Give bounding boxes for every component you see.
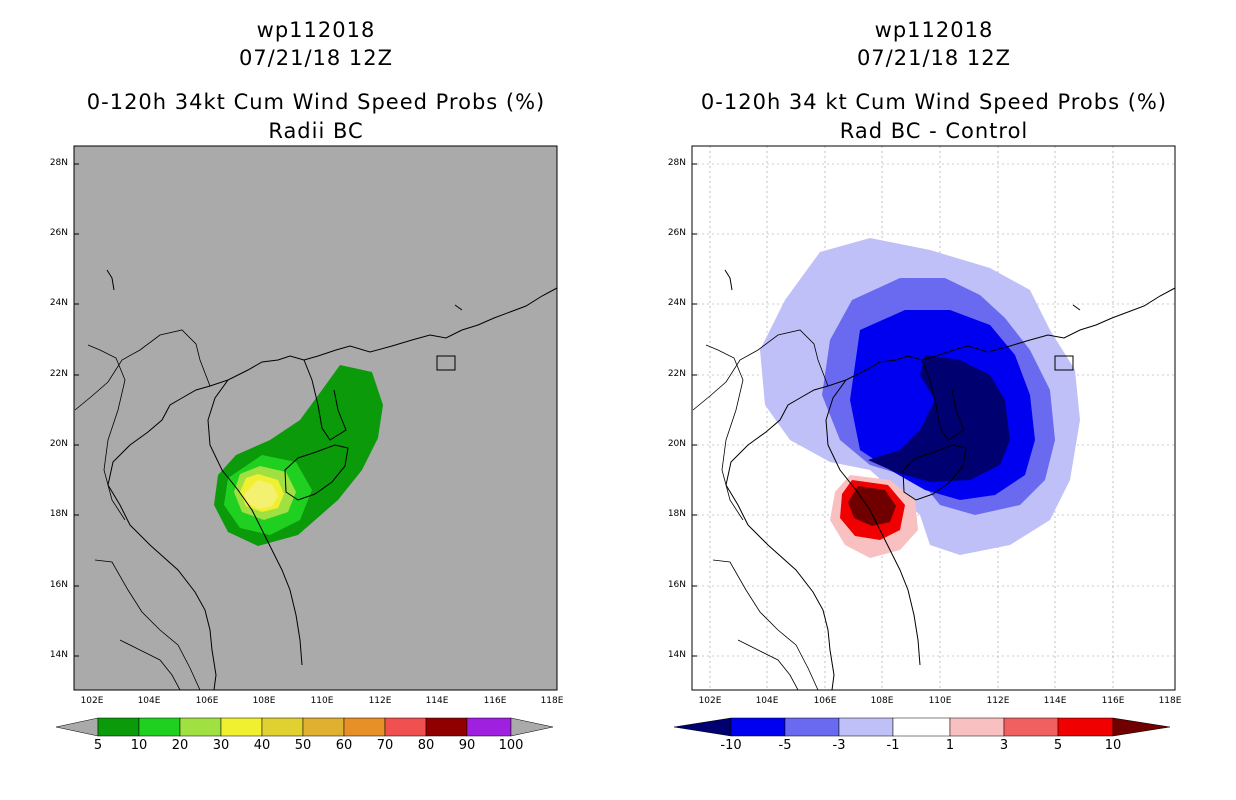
- lat-label: 22N: [49, 369, 68, 379]
- right-colorbar-label: -5: [778, 738, 792, 753]
- left-colorbar-label: 60: [335, 738, 353, 753]
- right-colorbar-swatch: [949, 717, 1005, 737]
- lat-label: 26N: [667, 228, 686, 238]
- left-colorbar-label: 30: [212, 738, 230, 753]
- left-title-storm-id: wp112018: [256, 18, 376, 42]
- lat-label: 16N: [667, 580, 686, 590]
- left-colorbar-swatch: [425, 717, 468, 737]
- lat-label: 14N: [49, 650, 68, 660]
- left-map-panel: [73, 145, 558, 691]
- lon-label: 110E: [928, 696, 952, 706]
- left-colorbar-label: 10: [130, 738, 148, 753]
- right-title-storm-id: wp112018: [874, 18, 994, 42]
- right-title-date: 07/21/18 12Z: [856, 46, 1012, 70]
- lon-label: 116E: [483, 696, 507, 706]
- left-colorbar-high-arrow: [510, 717, 554, 737]
- right-colorbar-label: 1: [945, 738, 955, 753]
- right-colorbar: [673, 717, 1171, 737]
- left-title-product: 0-120h 34kt Cum Wind Speed Probs (%): [86, 90, 546, 114]
- left-colorbar-swatch: [97, 717, 140, 737]
- left-colorbar-swatch: [220, 717, 263, 737]
- left-title-date: 07/21/18 12Z: [238, 46, 394, 70]
- lat-label: 22N: [667, 369, 686, 379]
- lat-label: 24N: [49, 298, 68, 308]
- left-colorbar-label: 40: [253, 738, 271, 753]
- left-colorbar-low-arrow: [55, 717, 99, 737]
- right-colorbar-label: 5: [1053, 738, 1063, 753]
- lat-label: 18N: [49, 509, 68, 519]
- right-title-subtitle: Rad BC - Control: [839, 119, 1029, 143]
- right-colorbar-label: -3: [832, 738, 846, 753]
- left-colorbar-label: 5: [93, 738, 103, 753]
- right-colorbar-swatch: [784, 717, 840, 737]
- lat-label: 28N: [49, 158, 68, 168]
- right-colorbar-low-arrow: [673, 717, 732, 737]
- left-title-subtitle: Radii BC: [268, 119, 364, 143]
- lon-label: 114E: [425, 696, 449, 706]
- right-colorbar-high-arrow: [1112, 717, 1171, 737]
- lon-label: 112E: [368, 696, 392, 706]
- lon-label: 106E: [813, 696, 837, 706]
- left-colorbar: [55, 717, 554, 737]
- lon-label: 118E: [540, 696, 564, 706]
- lon-label: 110E: [310, 696, 334, 706]
- left-colorbar-swatch: [343, 717, 386, 737]
- left-colorbar-swatch: [466, 717, 512, 737]
- left-colorbar-swatch: [302, 717, 345, 737]
- lat-label: 16N: [49, 580, 68, 590]
- prob-contour-40: [244, 480, 278, 509]
- lon-label: 108E: [252, 696, 276, 706]
- lon-label: 102E: [698, 696, 722, 706]
- left-colorbar-label: 100: [498, 738, 524, 753]
- right-colorbar-label: -1: [886, 738, 900, 753]
- right-colorbar-swatch: [1057, 717, 1114, 737]
- left-colorbar-swatch: [261, 717, 304, 737]
- lon-label: 114E: [1043, 696, 1067, 706]
- left-colorbar-label: 70: [376, 738, 394, 753]
- right-colorbar-swatch: [892, 717, 951, 737]
- lon-label: 102E: [80, 696, 104, 706]
- left-colorbar-label: 20: [171, 738, 189, 753]
- lat-label: 28N: [667, 158, 686, 168]
- lat-label: 26N: [49, 228, 68, 238]
- right-map-panel: [691, 145, 1176, 691]
- lon-label: 104E: [755, 696, 779, 706]
- left-colorbar-label: 80: [417, 738, 435, 753]
- right-colorbar-label: -10: [720, 738, 742, 753]
- lat-label: 20N: [667, 439, 686, 449]
- left-colorbar-label: 90: [458, 738, 476, 753]
- left-colorbar-swatch: [138, 717, 181, 737]
- lat-label: 18N: [667, 509, 686, 519]
- right-colorbar-label: 10: [1104, 738, 1122, 753]
- right-colorbar-swatch: [730, 717, 786, 737]
- right-colorbar-swatch: [1003, 717, 1059, 737]
- right-title-product: 0-120h 34 kt Cum Wind Speed Probs (%): [700, 90, 1168, 114]
- lon-label: 118E: [1158, 696, 1182, 706]
- lat-label: 24N: [667, 298, 686, 308]
- lon-label: 116E: [1101, 696, 1125, 706]
- right-colorbar-swatch: [838, 717, 894, 737]
- lon-label: 108E: [870, 696, 894, 706]
- left-colorbar-swatch: [179, 717, 222, 737]
- lon-label: 112E: [986, 696, 1010, 706]
- left-colorbar-label: 50: [294, 738, 312, 753]
- left-colorbar-swatch: [384, 717, 427, 737]
- lon-label: 104E: [137, 696, 161, 706]
- lat-label: 20N: [49, 439, 68, 449]
- right-colorbar-label: 3: [999, 738, 1009, 753]
- axis-ticks: [74, 163, 697, 657]
- lat-label: 14N: [667, 650, 686, 660]
- lon-label: 106E: [195, 696, 219, 706]
- diff-contour-minus-10: [868, 355, 1010, 482]
